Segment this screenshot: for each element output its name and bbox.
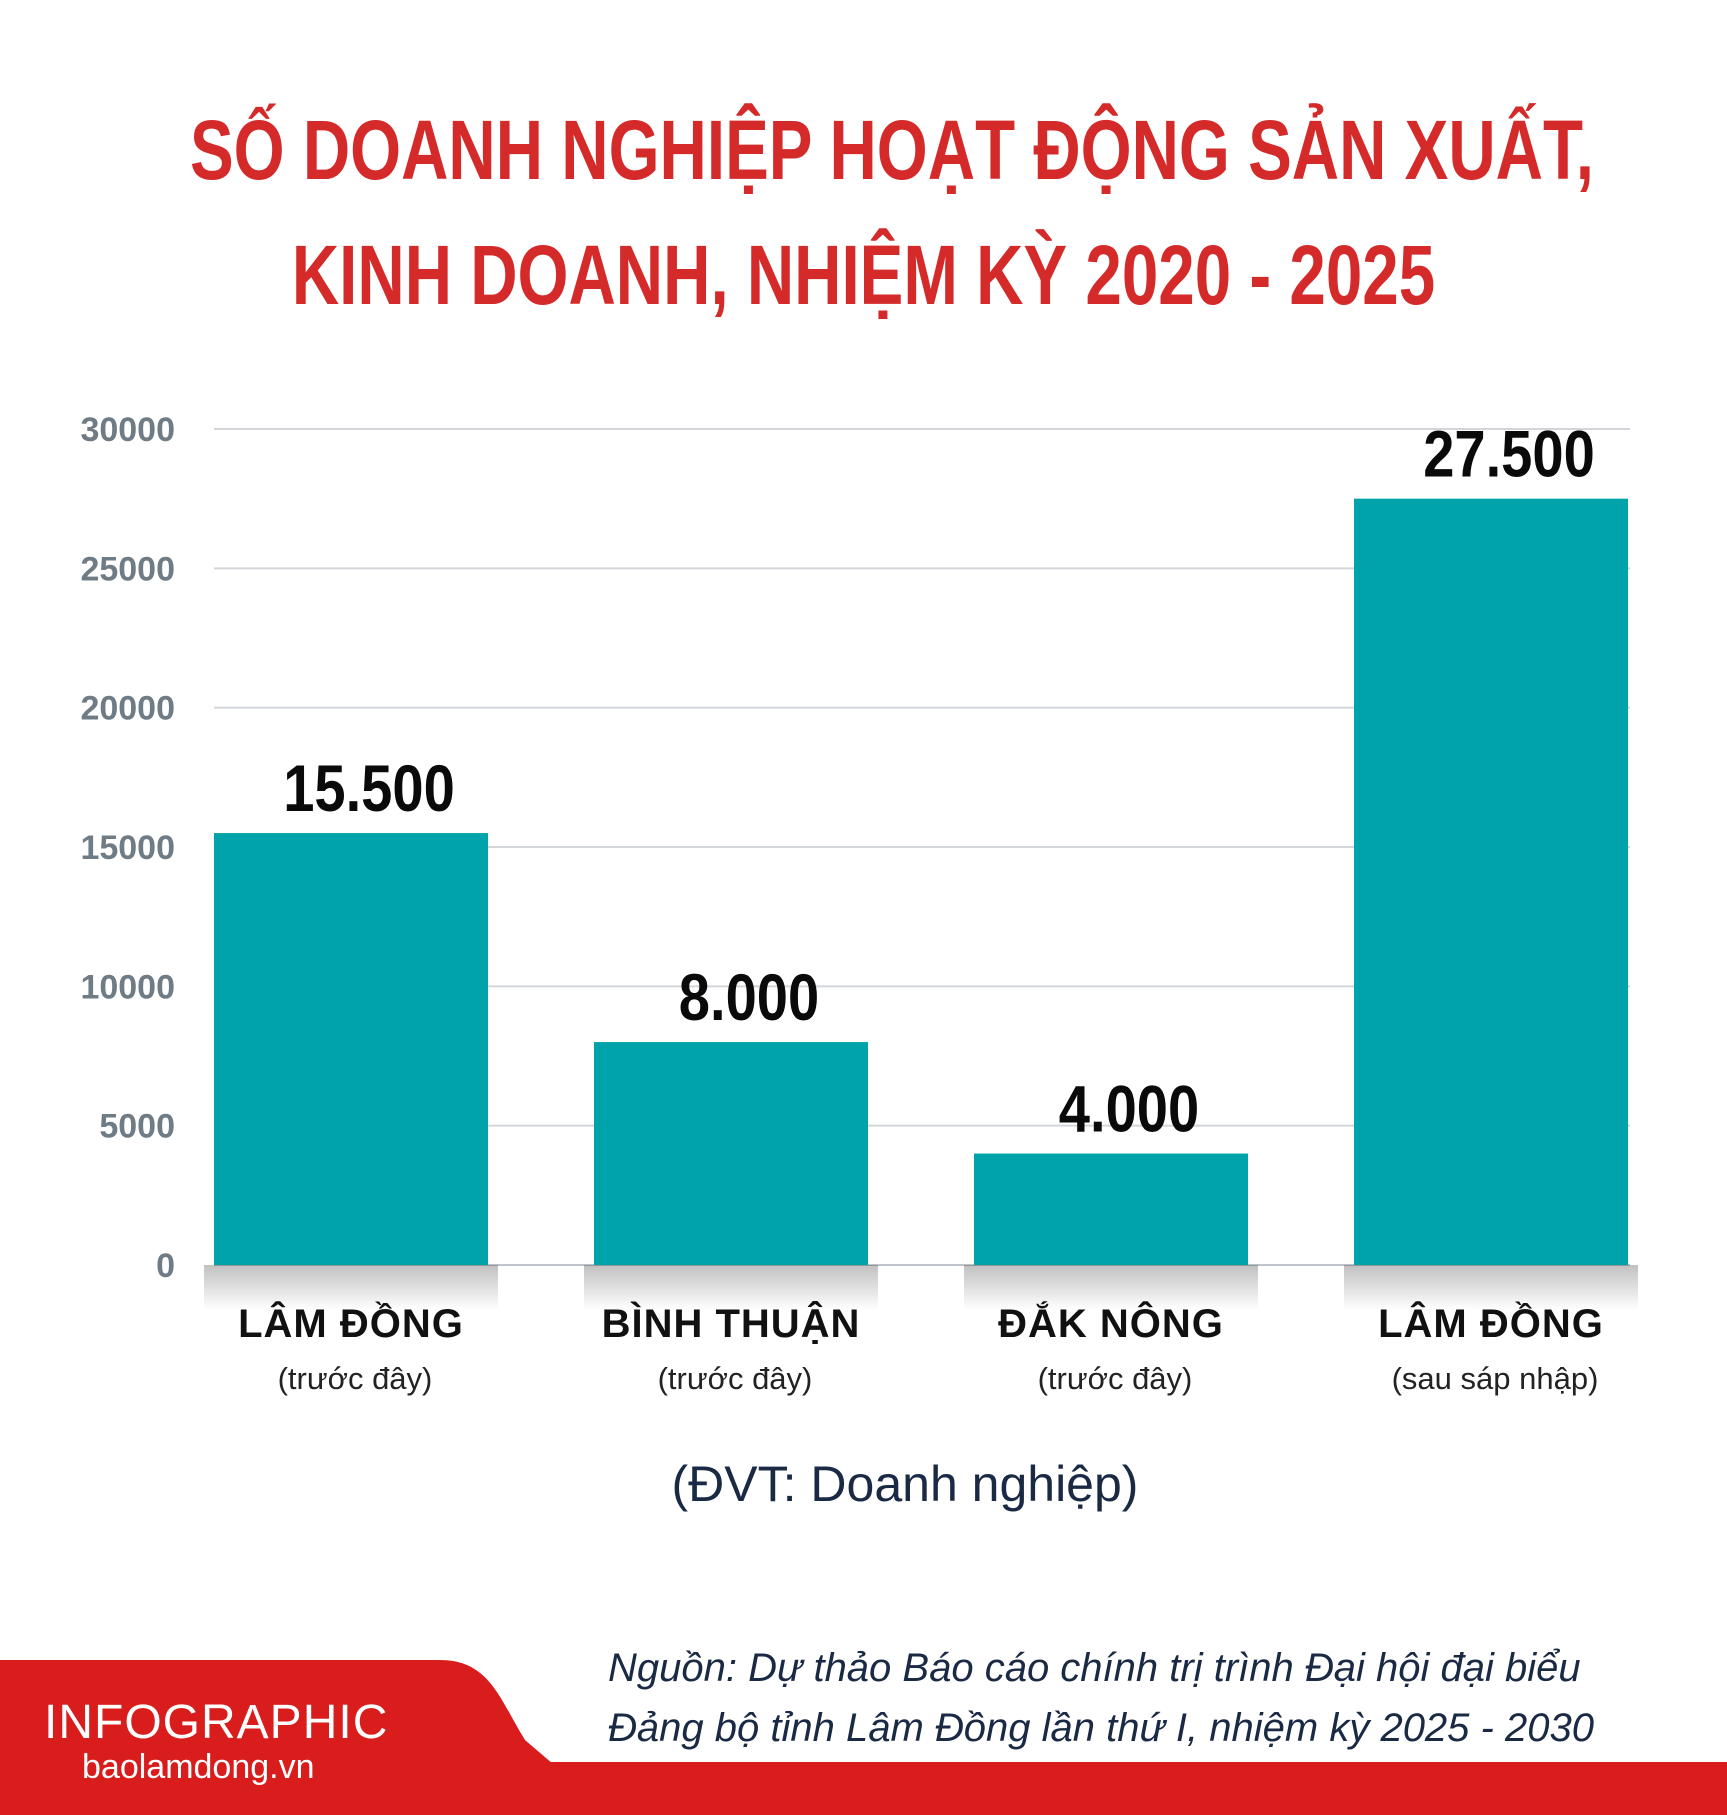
y-tick-label-0: 0	[156, 1247, 175, 1285]
category-note-1: (trước đây)	[658, 1361, 813, 1396]
site-label[interactable]: baolamdong.vn	[82, 1748, 315, 1786]
y-tick-label-25000: 25000	[80, 550, 175, 588]
bar-3	[1354, 498, 1628, 1266]
data-label-2: 4.000	[1059, 1072, 1199, 1145]
y-tick-label-20000: 20000	[80, 690, 175, 728]
bar-1	[594, 1042, 868, 1265]
chart-title: SỐ DOANH NGHIỆP HOẠT ĐỘNG SẢN XUẤT, KINH…	[189, 88, 1594, 338]
category-label-1: BÌNH THUẬN	[602, 1300, 861, 1346]
brand-label: INFOGRAPHIC	[44, 1696, 389, 1749]
source-line-1: Nguồn: Dự thảo Báo cáo chính trị trình Đ…	[608, 1646, 1581, 1690]
data-label-0: 15.500	[283, 752, 455, 825]
chart-title-line-2: KINH DOANH, NHIỆM KỲ 2020 - 2025	[291, 228, 1436, 322]
data-label-1: 8.000	[679, 961, 819, 1034]
bar-0	[214, 833, 488, 1265]
source-line-2: Đảng bộ tỉnh Lâm Đồng lần thứ I, nhiệm k…	[608, 1706, 1594, 1750]
category-note-0: (trước đây)	[278, 1361, 433, 1396]
footer-bar	[0, 1762, 1727, 1815]
y-tick-label-5000: 5000	[99, 1108, 175, 1146]
bar-2	[974, 1153, 1248, 1265]
bar-shadow-0	[204, 1265, 498, 1310]
y-tick-label-15000: 15000	[80, 829, 175, 867]
category-label-0: LÂM ĐỒNG	[238, 1300, 464, 1346]
data-label-3: 27.500	[1423, 417, 1595, 490]
bar-shadow-1	[584, 1265, 878, 1310]
bar-shadow-3	[1344, 1265, 1638, 1310]
source-note: Nguồn: Dự thảo Báo cáo chính trị trình Đ…	[608, 1638, 1708, 1758]
category-note-2: (trước đây)	[1038, 1361, 1193, 1396]
chart-title-line-1: SỐ DOANH NGHIỆP HOẠT ĐỘNG SẢN XUẤT,	[189, 103, 1594, 197]
category-label-3: LÂM ĐỒNG	[1378, 1300, 1604, 1346]
category-label-2: ĐẮK NÔNG	[998, 1300, 1224, 1346]
y-tick-label-10000: 10000	[80, 968, 175, 1006]
y-tick-label-30000: 30000	[80, 411, 175, 449]
bar-chart: 0 5000 10000 15000 20000 25000 30000 15.500 8.0…	[80, 411, 1638, 1396]
category-note-3: (sau sáp nhập)	[1392, 1361, 1599, 1396]
unit-label: (ĐVT: Doanh nghiệp)	[671, 1456, 1139, 1512]
footer-tab	[0, 1660, 560, 1770]
bar-shadow-2	[964, 1265, 1258, 1310]
